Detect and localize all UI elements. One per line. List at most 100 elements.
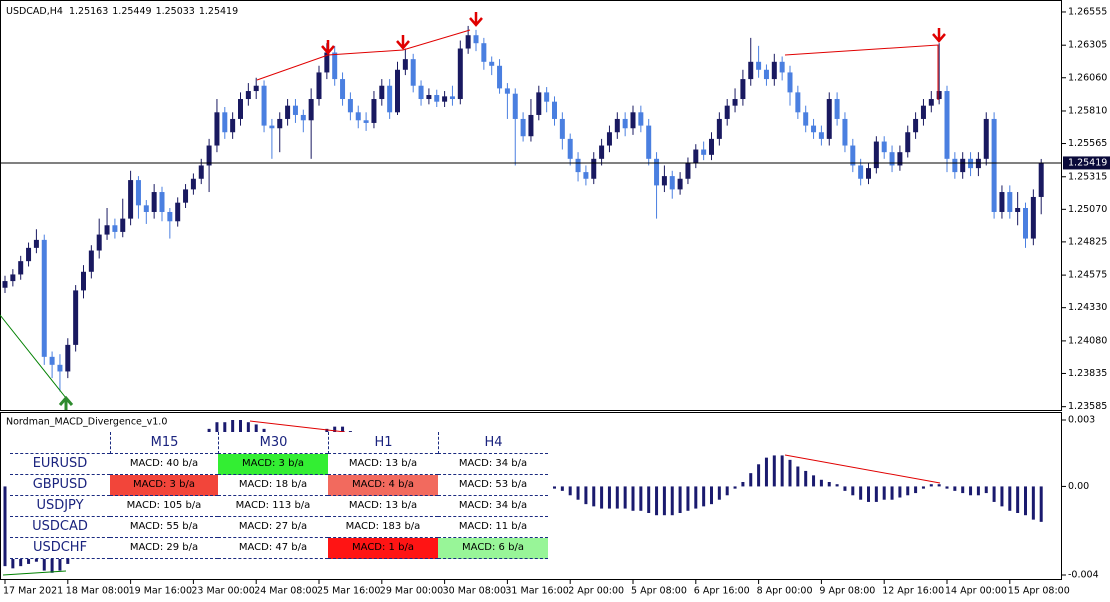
y-tick-label: 0.003 [1068,415,1095,426]
histogram-bar [686,486,690,511]
histogram-bar [710,486,713,505]
candle-body [677,178,683,190]
row-symbol: EURUSD [10,454,110,475]
candle-body [285,105,291,119]
macd-divergence-line [2,570,67,576]
candle-body [842,118,848,146]
candle-body [190,178,196,190]
candle-body [151,192,157,212]
header-corner [10,432,110,454]
candle-body [732,99,738,106]
histogram-bar [662,486,666,516]
histogram-bar [553,486,556,489]
candle-body [465,35,471,49]
candle-body [701,149,707,155]
candle-body [740,79,746,100]
x-tick-label: 24 Mar 08:00 [254,586,317,597]
candle-body [308,99,314,121]
candle-body [991,118,997,212]
candle-body [434,95,440,102]
histogram-bar [678,486,682,513]
candle-body [167,211,173,222]
histogram-bar [670,486,674,516]
x-tick-label: 25 Mar 16:00 [317,586,380,597]
candle-body [520,118,526,137]
histogram-bar [607,486,611,509]
candle-body [387,85,393,113]
candle-body [858,165,864,179]
candle-body [206,145,212,166]
candle-body [936,91,942,100]
histogram-bar [859,486,863,500]
candle-body [277,118,283,129]
histogram-bar [1008,486,1012,511]
candle-body [724,105,730,119]
candle-body [379,85,385,100]
candle-body [73,290,79,345]
candle-body [630,112,636,129]
y-tick-label: 1.26060 [1068,72,1107,83]
histogram-bar [851,486,855,496]
candle-body [709,138,714,155]
x-tick-label: 29 Mar 00:00 [380,586,443,597]
candle-body [128,180,134,219]
histogram-bar [921,486,925,489]
histogram-bar [976,486,980,496]
x-tick-label: 19 Mar 16:00 [129,586,192,597]
candle-body [552,101,557,119]
histogram-bar [992,486,996,502]
x-tick-label: 30 Mar 08:00 [443,586,506,597]
candle-body [975,158,981,169]
macd-divergence-line [249,420,346,433]
table-cell: MACD: 3 b/a [110,475,218,496]
candle-body [803,112,809,126]
candle-body [913,118,919,133]
table-cell: MACD: 4 b/a [328,475,438,496]
y-tick-label: 1.24330 [1068,302,1107,313]
candle-body [120,218,126,232]
candle-body [567,138,573,159]
candle-body [968,158,974,169]
candle-body [442,96,448,102]
price-label-box [1063,156,1110,170]
candle-body [881,141,887,153]
candle-body [112,225,118,232]
histogram-bar [772,455,776,487]
histogram-bar [1031,486,1035,520]
table-cell: MACD: 1 b/a [328,538,438,559]
x-tick-label: 31 Mar 16:00 [505,586,568,597]
histogram-bar [741,482,745,487]
histogram-bar [584,486,588,505]
candle-body [65,344,71,372]
candle-body [96,234,102,251]
histogram-bar [733,486,737,489]
candle-body [371,99,377,123]
table-cell: MACD: 34 b/a [438,496,548,517]
ohlc-low: 1.25033 [156,6,195,17]
candle-body [363,120,369,123]
candle-body [261,85,267,126]
histogram-bar [914,486,918,494]
column-header: H1 [328,432,438,454]
candle-body [253,85,259,92]
y-tick-label: 1.26305 [1068,40,1107,51]
candle-body [292,105,298,115]
candle-body [104,225,110,235]
histogram-bar [843,486,847,491]
candle-body [716,118,722,139]
column-header: M15 [110,432,218,454]
column-header: M30 [218,432,328,454]
candle-body [693,149,699,163]
candle-body [238,99,243,119]
candle-body [198,165,204,179]
row-symbol: USDJPY [10,496,110,517]
sell-arrow [932,28,946,43]
candle-body [1015,207,1021,212]
candle-body [497,65,503,89]
candle-body [332,52,338,80]
ohlc-high: 1.25449 [112,6,151,17]
y-tick-label: 1.25070 [1068,204,1107,215]
candle-body [395,69,400,113]
table-cell: MACD: 3 b/a [218,454,328,475]
candle-body [528,114,534,137]
